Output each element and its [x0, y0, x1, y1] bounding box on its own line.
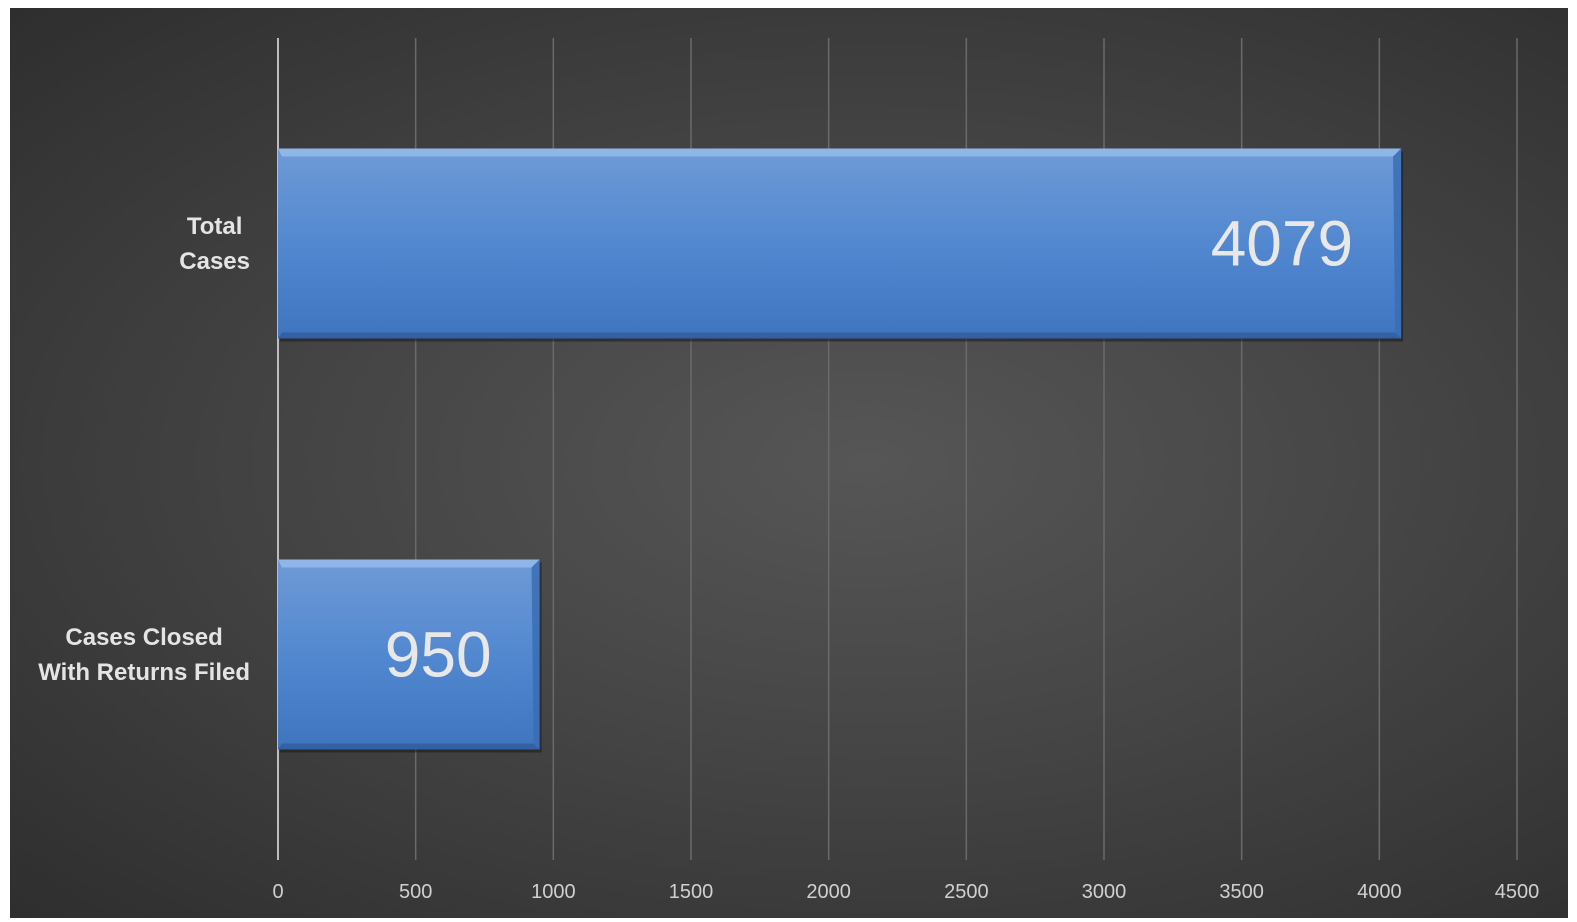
x-tick-label: 4500: [1495, 881, 1540, 903]
category-label: Total Cases: [179, 213, 250, 275]
category-label: Cases Closed With Returns Filed: [38, 624, 250, 686]
x-tick-label: 2000: [806, 881, 851, 903]
x-tick-label: 1500: [669, 881, 714, 903]
bar-bevel-bottom: [278, 743, 540, 750]
x-tick-label: 1000: [531, 881, 576, 903]
bar-bevel-top: [278, 148, 1402, 157]
bar-bevel-top: [278, 559, 540, 568]
category-label-line: Cases: [179, 248, 250, 275]
bar: [278, 148, 1402, 339]
bars: [278, 148, 1404, 753]
x-tick-label: 2500: [944, 881, 989, 903]
chart-area: 0 500 1000 1500 2000 2500 3000 3500 4000 4500 4079…: [10, 8, 1568, 918]
category-label-line: Cases Closed: [65, 624, 222, 651]
data-label: 950: [385, 619, 492, 691]
bar-group: [278, 559, 542, 753]
x-tick-label: 500: [399, 881, 432, 903]
bar-group: [278, 148, 1404, 342]
bar-chart: 0 500 1000 1500 2000 2500 3000 3500 4000 4500 4079…: [38, 38, 1539, 904]
x-tick-label: 0: [272, 881, 283, 903]
category-label-line: Total: [187, 213, 243, 240]
labels: 0 500 1000 1500 2000 2500 3000 3500 4000 4500 4079…: [38, 208, 1539, 904]
bar-bevel-bottom: [278, 332, 1402, 339]
x-tick-label: 4000: [1357, 881, 1402, 903]
data-label: 4079: [1211, 208, 1353, 280]
x-tick-label: 3500: [1219, 881, 1264, 903]
bar-bevel-right: [531, 559, 540, 750]
x-tick-label: 3000: [1082, 881, 1127, 903]
category-label-line: With Returns Filed: [38, 659, 250, 686]
bar: [278, 559, 540, 750]
bar-bevel-right: [1393, 148, 1402, 339]
